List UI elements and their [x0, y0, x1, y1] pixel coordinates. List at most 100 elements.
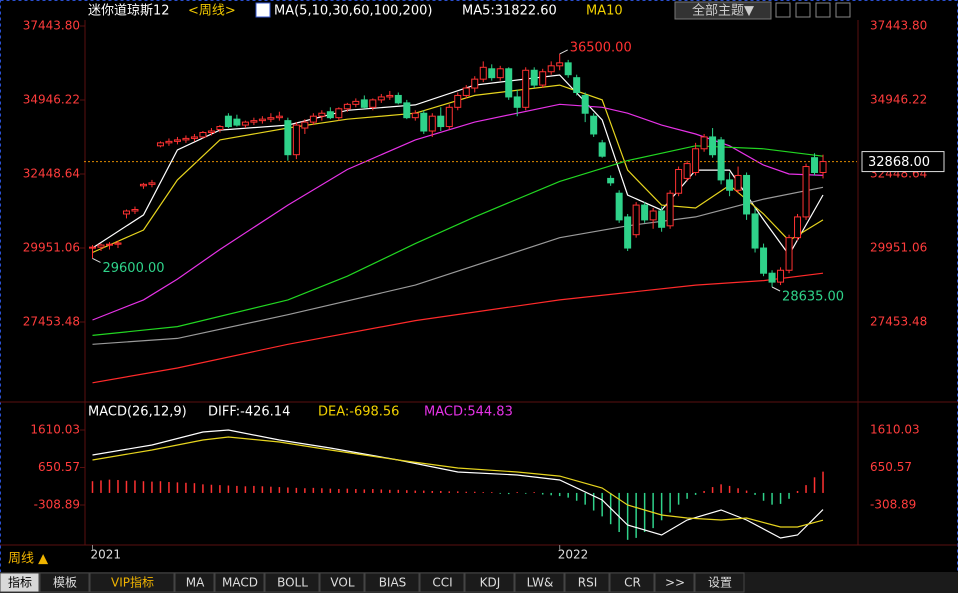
tab[interactable] — [0, 572, 40, 593]
candle-body — [471, 78, 479, 89]
candle-body — [709, 136, 717, 156]
candle-body — [309, 115, 317, 123]
tab[interactable] — [464, 572, 515, 593]
tab[interactable] — [39, 572, 90, 593]
candle-body — [479, 66, 487, 80]
window-button[interactable] — [835, 2, 851, 18]
y-tick-label: 1610.03 — [870, 423, 920, 437]
candle-body — [607, 177, 615, 184]
tab[interactable] — [419, 572, 465, 593]
candle-body — [326, 111, 334, 119]
ma-line — [92, 103, 824, 321]
candle-body — [360, 99, 368, 108]
diff-label: DIFF:-426.14 — [208, 405, 290, 420]
candle-body — [777, 269, 785, 283]
candle-body — [437, 115, 445, 128]
instrument-title: 迷你道琼斯12 — [88, 4, 170, 19]
candle-body — [700, 136, 708, 150]
candle-body — [352, 100, 360, 105]
theme-button[interactable] — [674, 1, 772, 20]
candle-body — [760, 247, 768, 274]
tab-label: BOLL — [277, 576, 308, 590]
candle-body — [743, 174, 751, 215]
candle-body — [794, 216, 802, 239]
last-price-label: 32868.00 — [868, 155, 930, 170]
candle-body — [267, 117, 275, 120]
window-controls — [775, 2, 851, 18]
candle-body — [284, 120, 292, 156]
tab-label: KDJ — [480, 576, 501, 590]
y-tick-label: 37443.80 — [23, 19, 80, 33]
tab[interactable] — [319, 572, 365, 593]
candle-body — [675, 169, 683, 194]
window-button[interactable] — [775, 2, 791, 18]
annotation-label: 28635.00 — [782, 289, 844, 304]
candle-body — [666, 192, 674, 227]
candle-body — [224, 115, 232, 128]
ma5-value: MA5:31822.60 — [462, 4, 557, 19]
candle-body — [207, 130, 215, 133]
candle-body — [182, 137, 190, 141]
tab[interactable] — [174, 572, 215, 593]
window-button[interactable] — [795, 2, 811, 18]
candle-body — [522, 69, 530, 108]
tab-label: 指标 — [8, 575, 32, 590]
candle-body — [88, 246, 96, 249]
tab[interactable] — [609, 572, 655, 593]
tab[interactable] — [654, 572, 695, 593]
candle-body — [105, 243, 113, 246]
tab-label: LW& — [527, 576, 554, 590]
candle-body — [216, 126, 224, 131]
candle-body — [318, 112, 326, 117]
window-button[interactable] — [815, 2, 831, 18]
ma-line — [92, 186, 824, 345]
candle-body — [386, 94, 394, 98]
period-label: <周线> — [188, 4, 236, 19]
candle-body — [394, 94, 402, 104]
candle-body — [658, 210, 666, 228]
candle-body — [590, 115, 598, 135]
period-switch[interactable]: 周线 ▲ — [8, 552, 48, 567]
candle-body — [513, 96, 521, 108]
tab-label: CR — [624, 576, 641, 590]
candle-body — [802, 166, 810, 218]
candle-body — [199, 131, 207, 138]
tab[interactable] — [89, 572, 175, 593]
y-tick-label: 29951.06 — [23, 241, 80, 255]
candle-body — [156, 142, 164, 147]
candle-body — [369, 99, 377, 108]
candle-body — [131, 209, 139, 212]
candle-body — [377, 96, 385, 101]
candle-body — [411, 112, 419, 119]
annotation-arrow — [559, 49, 568, 55]
candle-body — [598, 142, 606, 157]
candle-body — [275, 115, 283, 119]
x-tick-label: 2021 — [90, 548, 121, 562]
candle-body — [734, 174, 742, 191]
candle-body — [122, 210, 130, 215]
candle-body — [573, 77, 581, 93]
ma-line — [92, 272, 824, 384]
candle-body — [556, 62, 564, 67]
tab-label: MA — [186, 576, 205, 590]
y-tick-label: 27453.48 — [23, 315, 80, 329]
tab[interactable] — [514, 572, 565, 593]
candle-body — [811, 157, 819, 173]
tab[interactable] — [214, 572, 265, 593]
candle-body — [233, 118, 241, 126]
candle-body — [496, 68, 504, 79]
dea-label: DEA:-698.56 — [318, 405, 399, 420]
tab[interactable] — [364, 572, 420, 593]
tab-label: VOL — [330, 576, 354, 590]
candle-body — [241, 121, 249, 126]
tab[interactable] — [694, 572, 745, 593]
theme-button-label: 全部主题▼ — [692, 3, 754, 19]
ma-line — [92, 84, 824, 254]
ma-params: MA(5,10,30,60,100,200) — [274, 4, 432, 19]
candle-body — [428, 115, 436, 132]
tab[interactable] — [564, 572, 610, 593]
ma-icon[interactable] — [255, 2, 271, 18]
tab[interactable] — [264, 572, 320, 593]
